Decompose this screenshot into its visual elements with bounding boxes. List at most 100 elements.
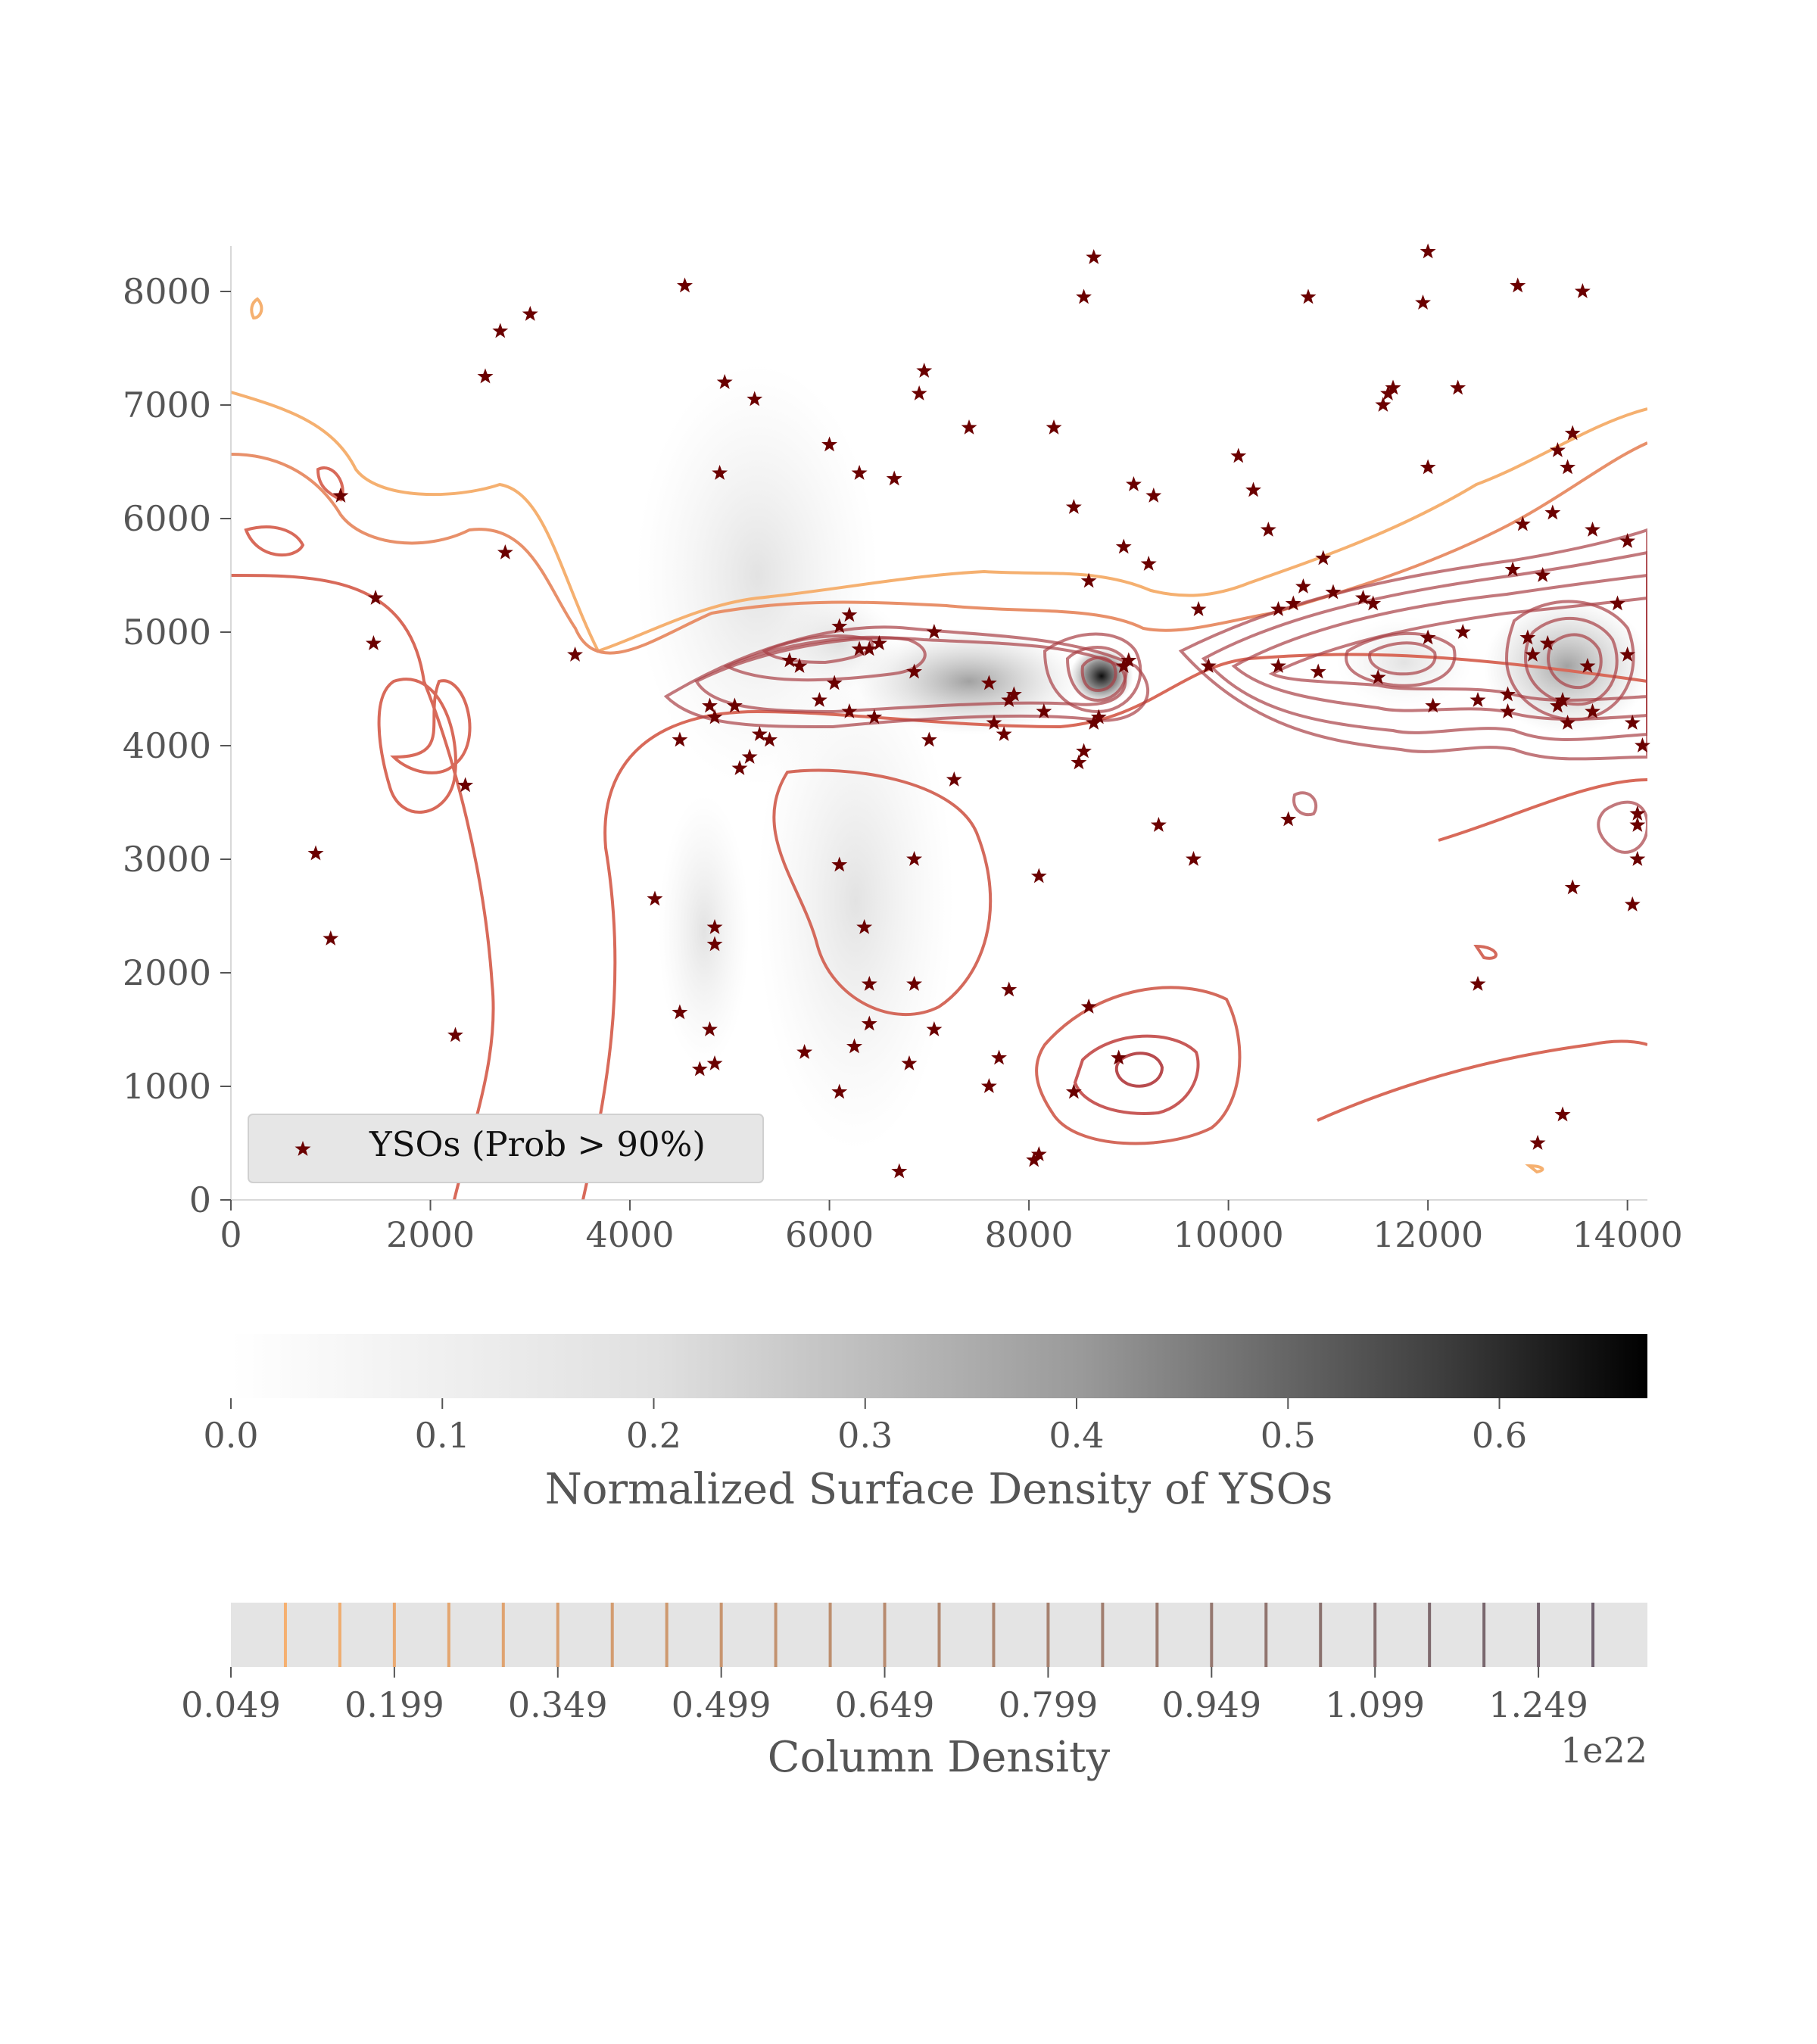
yso-marker: [991, 1049, 1007, 1065]
yso-marker: [871, 635, 887, 650]
yso-marker: [1086, 249, 1102, 264]
x-tick-label: 2000: [386, 1214, 475, 1255]
yso-marker: [1030, 1146, 1047, 1161]
yso-marker: [1005, 686, 1022, 702]
x-tick-label: 0: [220, 1214, 242, 1255]
yso-marker: [796, 1044, 813, 1059]
yso-marker: [1086, 715, 1102, 730]
yso-marker: [1420, 629, 1436, 645]
yso-marker: [926, 1021, 943, 1036]
yso-marker: [866, 709, 883, 724]
yso-marker: [861, 640, 877, 656]
yso-marker: [1026, 1151, 1043, 1167]
legend-box: [248, 1114, 764, 1183]
yso-marker: [1450, 379, 1466, 395]
contour-level-16: [1473, 944, 1498, 960]
yso-marker: [1280, 811, 1297, 827]
column-density-colorbar-ticks: 0.049 0.199 0.349 0.499 0.649 0.799 0.949 1.099…: [181, 1667, 1588, 1725]
yso-marker: [791, 658, 808, 673]
yso-marker: [1469, 692, 1486, 707]
yso-marker: [1375, 397, 1392, 412]
yso-marker: [841, 703, 858, 718]
yso-marker: [1500, 703, 1516, 718]
yso-marker: [672, 1004, 688, 1020]
yso-marker: [831, 856, 848, 872]
yso-marker: [323, 930, 339, 946]
yso-marker: [1315, 550, 1332, 566]
yso-marker: [1190, 601, 1207, 616]
y-tick-label: 5000: [123, 612, 211, 653]
column-density-offset-label: 1e22: [1560, 1730, 1647, 1771]
yso-marker: [1574, 283, 1591, 298]
contour-level-1: [231, 391, 1647, 653]
yso-marker: [307, 845, 324, 861]
yso-marker: [1090, 709, 1107, 724]
column-density-level-lines: [283, 1603, 1595, 1667]
yso-marker: [1635, 737, 1650, 752]
yso-marker: [447, 1027, 463, 1042]
column-density-tick-label: 0.649: [835, 1684, 935, 1725]
yso-marker: [1624, 896, 1641, 911]
yso-marker: [821, 436, 837, 452]
yso-marker: [851, 640, 868, 656]
yso-marker: [891, 1163, 908, 1179]
yso-marker: [846, 1038, 862, 1054]
yso-marker: [1120, 652, 1137, 668]
yso-marker: [781, 652, 798, 668]
legend-star-icon: [295, 1141, 311, 1156]
yso-marker: [1454, 624, 1471, 639]
yso-marker: [702, 1021, 718, 1036]
yso-marker: [1629, 851, 1646, 866]
yso-marker: [1355, 590, 1371, 605]
yso-marker: [1065, 1083, 1082, 1099]
contour-level-8: [1035, 986, 1242, 1145]
yso-marker: [1111, 1049, 1127, 1065]
yso-marker: [980, 1078, 997, 1093]
yso-marker: [1579, 658, 1596, 673]
yso-marker: [1619, 647, 1636, 662]
yso-marker: [762, 731, 778, 747]
yso-marker: [961, 419, 977, 435]
y-tick-label: 0: [189, 1179, 211, 1220]
yso-marker: [1420, 243, 1436, 259]
yso-marker: [916, 363, 933, 378]
yso-marker: [1140, 556, 1157, 571]
yso-marker: [367, 590, 384, 605]
yso-marker: [1150, 817, 1167, 832]
contour-level-2: [231, 441, 1647, 655]
yso-marker: [861, 976, 877, 991]
yso-marker: [522, 306, 538, 321]
yso-marker: [861, 1015, 877, 1031]
contour-level-6: [377, 678, 457, 814]
yso-marker: [492, 322, 509, 338]
yso-marker: [691, 1061, 708, 1077]
y-tick-label: 2000: [123, 952, 211, 993]
contour-level-11: [1317, 1039, 1647, 1122]
yso-marker: [831, 1083, 848, 1099]
yso-marker: [1535, 567, 1551, 582]
x-tick-label: 12000: [1373, 1214, 1483, 1255]
contour-level-7: [390, 679, 472, 774]
density-colorbar-tick-label: 0.0: [203, 1415, 258, 1456]
yso-marker: [1564, 425, 1581, 441]
yso-marker: [1415, 294, 1431, 310]
contour-lines: [231, 297, 1647, 1200]
yso-marker: [1145, 488, 1162, 503]
yso-marker: [1564, 879, 1581, 895]
yso-marker: [1629, 817, 1646, 832]
x-tick-label: 10000: [1173, 1214, 1283, 1255]
yso-marker: [1539, 635, 1556, 650]
yso-marker: [1285, 595, 1301, 611]
yso-marker: [1046, 419, 1062, 435]
contour-level-9: [1073, 1034, 1200, 1115]
yso-marker: [851, 465, 868, 480]
legend-label: YSOs (Prob > 90%): [369, 1124, 706, 1164]
yso-marker: [706, 919, 723, 934]
yso-marker: [986, 715, 1002, 730]
y-tick-label: 7000: [123, 385, 211, 425]
yso-marker: [1514, 516, 1531, 531]
column-density-tick-label: 0.349: [508, 1684, 608, 1725]
yso-marker: [1550, 697, 1566, 713]
yso-marker: [706, 709, 723, 724]
